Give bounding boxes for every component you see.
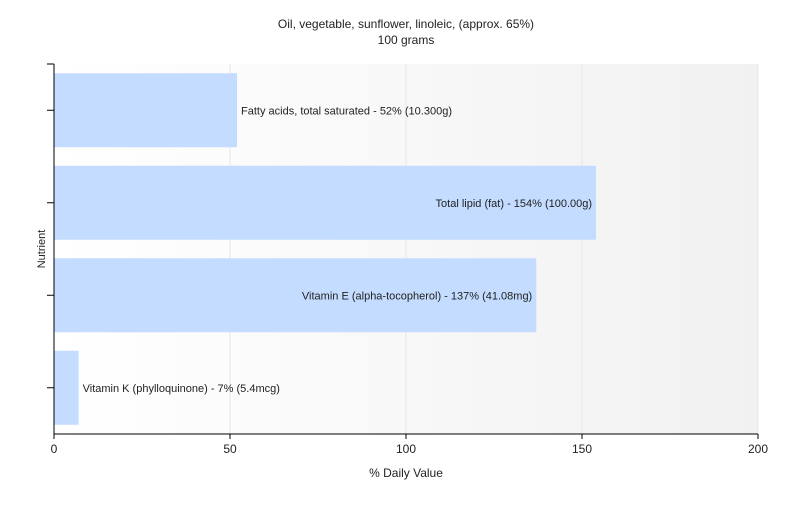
x-axis-label: % Daily Value <box>369 466 443 480</box>
bar-2 <box>54 258 537 333</box>
bar-label-3: Vitamin K (phylloquinone) - 7% (5.4mcg) <box>83 383 280 395</box>
chart-subtitle: 100 grams <box>378 33 435 47</box>
bar-labels: Fatty acids, total saturated - 52% (10.3… <box>83 105 592 395</box>
x-tick-label-1: 50 <box>223 442 237 456</box>
bar-3 <box>54 350 79 425</box>
x-tick-label-3: 150 <box>572 442 592 456</box>
bar-label-1: Total lipid (fat) - 154% (100.00g) <box>436 198 593 210</box>
chart-title: Oil, vegetable, sunflower, linoleic, (ap… <box>278 17 534 31</box>
bars <box>54 73 597 425</box>
x-tick-labels: 0 50 100 150 200 <box>51 442 769 456</box>
bar-label-0: Fatty acids, total saturated - 52% (10.3… <box>241 105 452 117</box>
y-axis-label: Nutrient <box>36 230 48 269</box>
x-tick-label-4: 200 <box>748 442 768 456</box>
bar-label-2: Vitamin E (alpha-tocopherol) - 137% (41.… <box>302 290 532 302</box>
bar-0 <box>54 73 238 148</box>
axes <box>47 63 759 439</box>
bar-1 <box>54 165 597 240</box>
x-tick-label-0: 0 <box>51 442 58 456</box>
x-tick-label-2: 100 <box>396 442 416 456</box>
